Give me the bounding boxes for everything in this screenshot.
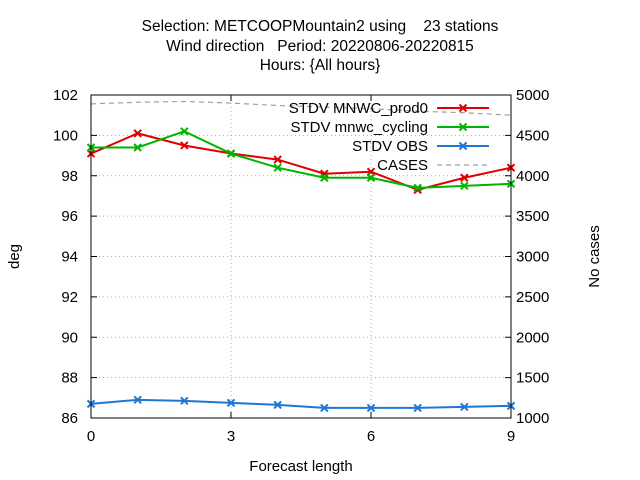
data-point <box>413 403 422 413</box>
marker-stroke <box>180 396 189 406</box>
marker-stroke <box>226 149 236 158</box>
y2-tick-label: 1500 <box>516 370 549 387</box>
legend-label: CASES <box>377 157 428 174</box>
y-axis-label: deg <box>6 244 23 269</box>
y2-tick-label: 2500 <box>516 289 549 306</box>
legend-marker <box>458 103 468 113</box>
legend-label: STDV mnwc_cycling <box>290 119 428 136</box>
data-point <box>133 129 142 138</box>
data-point <box>460 402 469 412</box>
axis-tick-labels: 8688909294969810010210001500200025003000… <box>53 87 549 445</box>
marker-stroke <box>273 400 282 410</box>
marker-stroke <box>458 141 468 151</box>
legend-label: STDV MNWC_prod0 <box>289 100 428 117</box>
chart-title-line-1: Selection: METCOOPMountain2 using 23 sta… <box>141 18 499 35</box>
marker-stroke <box>413 403 422 413</box>
y2-tick-label: 3500 <box>516 208 549 225</box>
legend-label: STDV OBS <box>352 138 428 155</box>
series-stdv-mnwc-prod0 <box>86 129 516 195</box>
data-point <box>413 183 422 193</box>
marker-stroke <box>273 155 282 164</box>
grid-lines <box>91 95 511 418</box>
data-point <box>366 173 376 182</box>
x-axis-label: Forecast length <box>249 458 352 475</box>
y2-tick-label: 3000 <box>516 249 549 266</box>
marker-stroke <box>180 127 189 136</box>
x-tick-label: 3 <box>227 428 235 445</box>
data-point <box>273 163 282 172</box>
marker-stroke <box>320 403 329 413</box>
y-tick-label: 96 <box>61 208 78 225</box>
data-point <box>180 396 189 406</box>
x-tick-label: 9 <box>507 428 515 445</box>
y-tick-label: 86 <box>61 410 78 427</box>
data-point <box>366 403 376 413</box>
marker-stroke <box>226 398 236 408</box>
marker-stroke <box>180 141 189 150</box>
marker-stroke <box>320 173 329 182</box>
y2-tick-label: 1000 <box>516 410 549 427</box>
y-tick-label: 100 <box>53 127 78 144</box>
data-point <box>133 395 142 405</box>
marker-stroke <box>366 173 376 182</box>
series-line <box>90 398 512 409</box>
marker-stroke <box>413 183 422 193</box>
marker-stroke <box>460 173 469 182</box>
data-point <box>133 143 142 152</box>
data-point <box>320 403 329 413</box>
y2-axis-label: No cases <box>586 225 603 288</box>
y-tick-label: 98 <box>61 168 78 185</box>
chart-title-line-3: Hours: {All hours} <box>259 57 381 74</box>
y2-tick-label: 4500 <box>516 127 549 144</box>
legend-marker <box>458 122 468 132</box>
x-tick-label: 0 <box>87 428 95 445</box>
data-point <box>226 398 236 408</box>
data-point <box>460 173 469 182</box>
data-point <box>226 149 236 158</box>
y-tick-label: 92 <box>61 289 78 306</box>
data-point <box>180 141 189 150</box>
series-line <box>91 130 512 189</box>
y-tick-label: 88 <box>61 370 78 387</box>
data-point <box>320 173 329 182</box>
marker-stroke <box>273 163 282 172</box>
y-tick-label: 102 <box>53 87 78 104</box>
data-point <box>180 127 189 136</box>
series-cases <box>90 100 512 116</box>
y-tick-label: 90 <box>61 329 78 346</box>
chart-title-line-2: Wind direction Period: 20220806-20220815 <box>166 38 474 55</box>
marker-stroke <box>458 103 468 113</box>
series-line <box>90 100 512 116</box>
marker-stroke <box>366 403 376 413</box>
x-tick-label: 6 <box>367 428 375 445</box>
y2-tick-label: 5000 <box>516 87 549 104</box>
data-point <box>460 181 469 191</box>
y2-tick-label: 2000 <box>516 329 549 346</box>
y-tick-label: 94 <box>61 249 78 266</box>
marker-stroke <box>133 143 142 152</box>
legend: STDV MNWC_prod0 STDV mnwc_cycling STDV OBS… <box>289 100 489 174</box>
marker-stroke <box>133 129 142 138</box>
marker-stroke <box>460 402 469 412</box>
y2-tick-label: 4000 <box>516 168 549 185</box>
marker-stroke <box>460 181 469 191</box>
legend-marker <box>458 141 468 151</box>
data-point <box>273 155 282 164</box>
marker-stroke <box>458 122 468 132</box>
marker-stroke <box>133 395 142 405</box>
series-stdv-obs <box>86 395 516 413</box>
series-stdv-mnwc-cycling <box>86 127 516 193</box>
data-point <box>273 400 282 410</box>
